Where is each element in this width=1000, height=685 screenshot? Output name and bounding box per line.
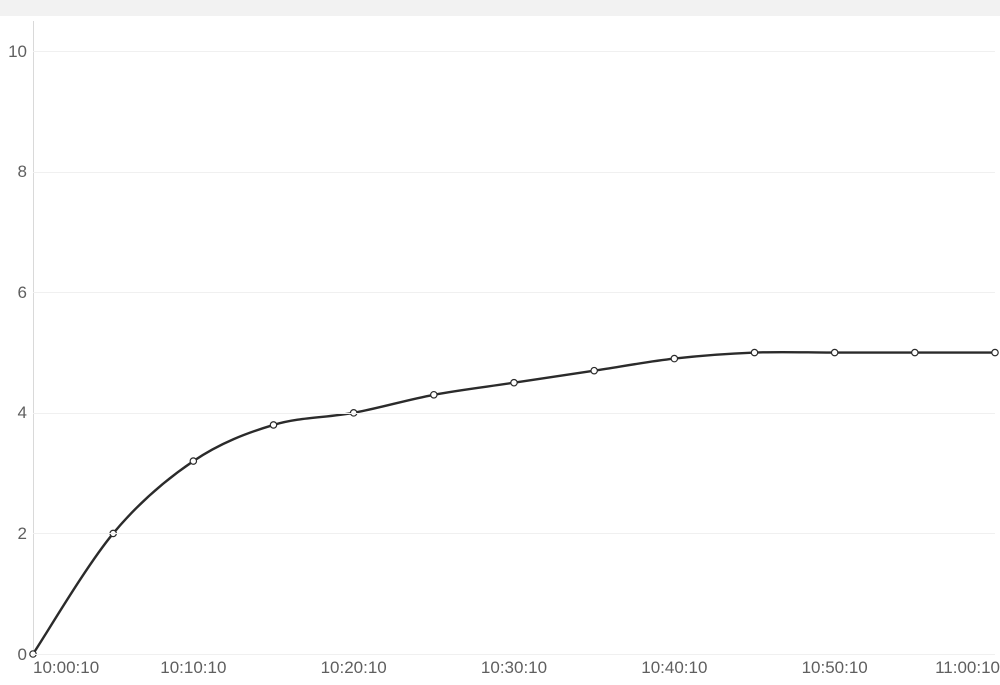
chart-top-band (0, 0, 1000, 16)
y-tick-label: 0 (0, 645, 27, 665)
series-marker (751, 349, 757, 355)
y-tick-label: 10 (0, 42, 27, 62)
chart-container: 0 2 4 6 8 10 10:00:10 10:10:10 10:20:10 10:30:10 1… (0, 0, 1000, 685)
gridline (33, 292, 995, 293)
series-marker (992, 349, 998, 355)
series-marker (431, 392, 437, 398)
gridline (33, 654, 995, 655)
series-marker (831, 349, 837, 355)
line-series (33, 21, 995, 654)
series-marker (912, 349, 918, 355)
series-marker (671, 355, 677, 361)
series-marker (190, 458, 196, 464)
series-marker (270, 422, 276, 428)
series-line (33, 352, 995, 654)
x-tick-label: 10:00:10 (33, 658, 123, 678)
x-tick-label: 10:10:10 (148, 658, 238, 678)
y-tick-label: 4 (0, 403, 27, 423)
gridline (33, 413, 995, 414)
series-marker (511, 380, 517, 386)
x-tick-label: 10:20:10 (309, 658, 399, 678)
y-tick-label: 8 (0, 162, 27, 182)
x-tick-label: 11:00:10 (910, 658, 1000, 678)
x-tick-label: 10:30:10 (469, 658, 559, 678)
y-tick-label: 6 (0, 283, 27, 303)
gridline (33, 51, 995, 52)
series-marker (591, 367, 597, 373)
plot-area (33, 21, 995, 654)
y-tick-label: 2 (0, 524, 27, 544)
x-tick-label: 10:40:10 (629, 658, 719, 678)
x-tick-label: 10:50:10 (790, 658, 880, 678)
gridline (33, 172, 995, 173)
gridline (33, 533, 995, 534)
